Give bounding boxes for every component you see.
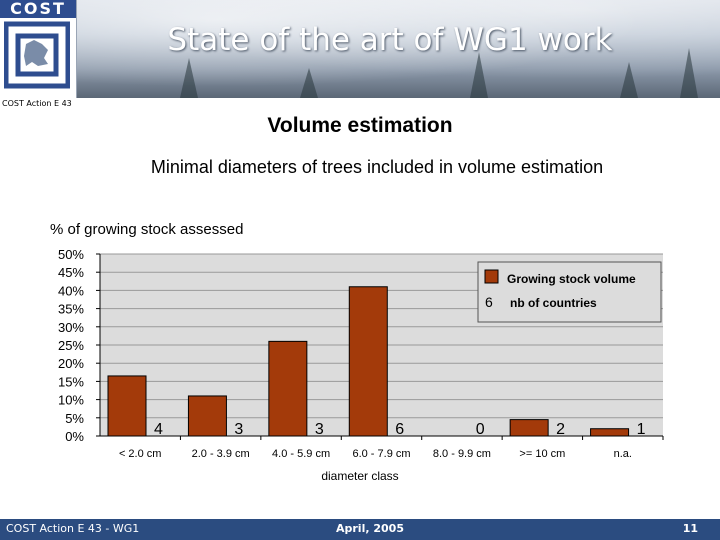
tree-silhouette	[680, 48, 698, 98]
snow-haze	[0, 0, 720, 98]
x-axis-label: diameter class	[321, 469, 399, 483]
y-tick-label: 25%	[58, 338, 84, 353]
bar-growing-stock	[348, 286, 388, 437]
y-tick-label: 40%	[58, 283, 84, 298]
y-tick-label: 5%	[65, 411, 84, 426]
footer-date: April, 2005	[336, 522, 404, 535]
y-tick-label: 35%	[58, 302, 84, 317]
bar-growing-stock	[187, 395, 227, 437]
legend-box	[477, 261, 662, 323]
footer-left-text: COST Action E 43 - WG1	[6, 522, 140, 535]
y-tick-label: 50%	[58, 247, 84, 262]
x-tick-label: < 2.0 cm	[119, 448, 162, 460]
country-count-label: 0	[476, 421, 485, 438]
country-count-label: 3	[234, 421, 243, 438]
page-number: 11	[682, 522, 698, 535]
y-tick-label: 45%	[58, 265, 84, 280]
y-axis-label: % of growing stock assessed	[50, 221, 244, 238]
country-count-label: 6	[395, 421, 404, 438]
y-tick-label: 10%	[58, 393, 84, 408]
country-count-label: 3	[315, 421, 324, 438]
country-count-label: 2	[556, 421, 565, 438]
legend-number-sample: 6	[485, 294, 493, 310]
chart-title: Minimal diameters of trees included in v…	[150, 157, 604, 177]
bar-growing-stock	[590, 428, 630, 437]
legend-label-growing-stock: Growing stock volume	[507, 272, 636, 286]
y-tick-label: 15%	[58, 374, 84, 389]
x-tick-label: 2.0 - 3.9 cm	[192, 448, 250, 460]
footer-bar: COST Action E 43 - WG1 April, 2005 11	[0, 519, 720, 540]
bar-growing-stock	[268, 340, 308, 437]
tree-silhouette	[300, 68, 318, 98]
bar-chart: 0% 5% 10% 15% 20% 25% 30% 35% 40% 45% 50% 4 < 2.0 cm…	[58, 247, 664, 460]
x-tick-label: 4.0 - 5.9 cm	[272, 448, 330, 460]
x-tick-label: 8.0 - 9.9 cm	[433, 448, 491, 460]
y-tick-label: 30%	[58, 320, 84, 335]
tree-silhouette	[180, 58, 198, 98]
x-tick-label: n.a.	[614, 448, 632, 460]
logo-text: COST	[0, 0, 76, 18]
bar-growing-stock	[509, 419, 549, 437]
legend-swatch	[484, 269, 499, 284]
slide-title: State of the art of WG1 work	[167, 22, 613, 58]
country-count-label: 1	[637, 421, 646, 438]
action-label: COST Action E 43	[2, 99, 72, 108]
country-count-label: 4	[154, 421, 163, 438]
x-tick-label: >= 10 cm	[519, 448, 565, 460]
y-tick-label: 20%	[58, 356, 84, 371]
section-heading: Volume estimation	[267, 114, 453, 137]
tree-silhouette	[620, 62, 638, 98]
header-banner: COST State of the art of WG1 work	[0, 0, 720, 98]
tree-silhouette	[470, 52, 488, 98]
y-tick-label: 0%	[65, 429, 84, 444]
x-tick-label: 6.0 - 7.9 cm	[352, 448, 410, 460]
legend-label-countries: nb of countries	[510, 296, 597, 310]
europe-map-icon	[4, 21, 70, 89]
bar-growing-stock	[107, 375, 147, 437]
cost-logo: COST	[0, 0, 77, 98]
